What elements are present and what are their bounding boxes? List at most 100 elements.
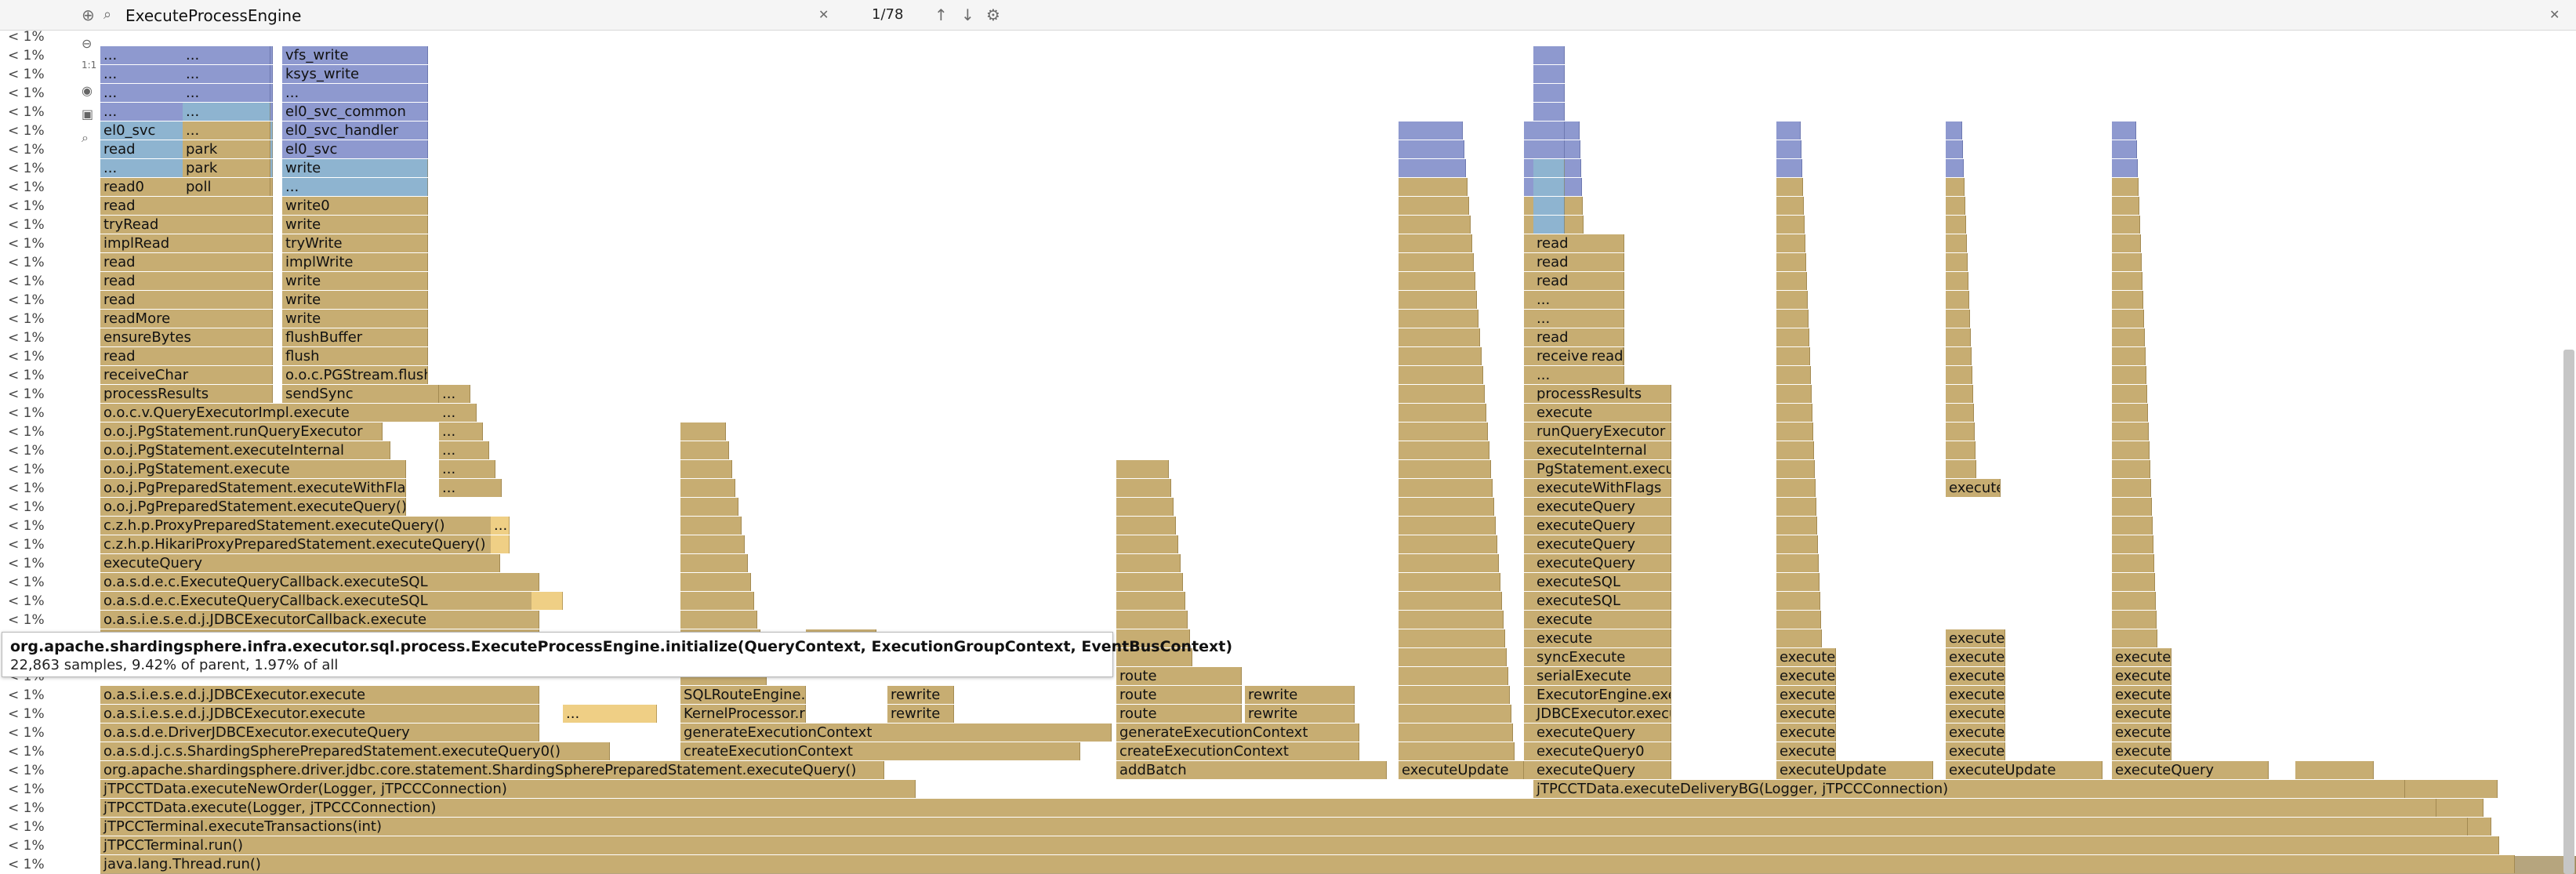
flame-frame[interactable] [1946,310,1970,328]
flame-frame[interactable]: executeUpdate [1776,761,1933,779]
flame-frame[interactable]: vfs_write [282,46,428,64]
flame-frame[interactable]: write [282,216,428,234]
flame-frame[interactable]: el0_svc_handler [282,121,428,140]
flame-frame[interactable]: o.o.j.PgPreparedStatement.executeWithFla… [100,479,406,497]
flame-frame[interactable]: read [1533,253,1624,271]
flame-frame[interactable] [2112,611,2157,629]
flame-frame[interactable] [1776,272,1807,290]
flame-frame[interactable] [1946,253,1968,271]
flame-frame[interactable]: jTPCCTData.executeNewOrder(Logger, jTPCC… [100,780,916,798]
flame-frame[interactable]: ... [439,404,477,422]
flame-frame[interactable]: processResults [1533,385,1671,403]
flame-frame[interactable]: execute [1776,667,1836,685]
flame-frame[interactable]: execute [1946,742,2005,760]
flame-frame[interactable] [1533,46,1565,64]
flame-frame[interactable]: execute [1946,648,2005,666]
flame-frame[interactable]: execute [1776,742,1836,760]
flame-frame[interactable]: write [282,291,428,309]
flame-frame[interactable] [1776,385,1812,403]
zoom-in-icon[interactable]: ⊕ [82,5,95,24]
flame-frame[interactable] [1399,253,1474,271]
flame-frame[interactable] [1399,310,1478,328]
flame-frame[interactable]: ... [183,121,270,140]
flame-frame[interactable] [680,535,745,553]
flame-frame[interactable] [2112,216,2140,234]
flame-frame[interactable] [1533,216,1565,234]
flame-frame[interactable]: read [1533,272,1624,290]
flame-frame[interactable] [2112,291,2143,309]
flame-frame[interactable]: o.o.j.PgStatement.executeInternal [100,441,390,459]
flame-frame[interactable]: read [1533,328,1624,346]
flame-frame[interactable] [1776,366,1811,384]
flame-frame[interactable] [2295,799,2436,817]
flame-frame[interactable]: o.o.j.PgStatement.runQueryExecutor [100,422,383,441]
flame-frame[interactable] [2112,310,2144,328]
flame-frame[interactable] [1399,272,1475,290]
flame-frame[interactable]: sendSync [282,385,439,403]
flame-frame[interactable] [1399,667,1508,685]
flame-frame[interactable] [1399,347,1482,365]
flame-frame[interactable] [1399,629,1505,647]
flame-frame[interactable] [680,573,751,591]
flame-frame[interactable] [1116,611,1188,629]
flame-frame[interactable]: ... [1533,366,1624,384]
flame-frame[interactable]: o.o.c.v.QueryExecutorImpl.execute [100,404,469,422]
flame-frame[interactable]: o.a.s.i.e.s.e.d.j.JDBCExecutor.execute [100,686,539,704]
flame-frame[interactable] [1776,460,1815,478]
flame-frame[interactable] [680,422,726,441]
flame-frame[interactable]: jTPCCTData.executeDeliveryBG(Logger, jTP… [1533,780,2498,798]
flame-frame[interactable]: ... [183,103,270,121]
flame-frame[interactable] [1946,328,1971,346]
flame-frame[interactable] [2295,780,2405,798]
flame-frame[interactable] [1946,216,1966,234]
flame-frame[interactable] [1776,253,1806,271]
flame-frame[interactable] [1946,422,1975,441]
flame-frame[interactable]: execute [1776,705,1836,723]
flame-frame[interactable] [1776,328,1809,346]
flame-frame[interactable]: addBatch [1116,761,1387,779]
flame-frame[interactable]: ... [183,84,270,102]
flame-frame[interactable]: tryWrite [282,234,428,252]
flame-frame[interactable]: o.a.s.i.e.s.e.d.j.JDBCExecutor.execute [100,705,539,723]
flame-frame[interactable] [1946,441,1976,459]
flame-frame[interactable]: execute [2112,723,2171,742]
eye-icon[interactable]: ◉ [82,83,93,98]
next-match-icon[interactable]: ↓ [961,5,974,24]
flame-frame[interactable]: execute [2112,705,2171,723]
flame-frame[interactable]: park [183,140,270,158]
flame-frame[interactable] [2112,385,2147,403]
flame-frame[interactable]: execute [1946,479,2001,497]
flame-frame[interactable]: KernelProcessor.route [680,705,806,723]
flame-frame[interactable]: SQLRouteEngine.route [680,686,806,704]
flame-frame[interactable]: executeQuery [1533,554,1671,572]
flame-frame[interactable] [1399,535,1497,553]
flame-frame[interactable]: org.apache.shardingsphere.driver.jdbc.co… [100,761,884,779]
flame-frame[interactable]: executeUpdate [1399,761,1524,779]
flame-frame[interactable] [1399,291,1477,309]
flame-frame[interactable] [680,441,729,459]
flame-frame[interactable]: ... [439,422,483,441]
flame-frame[interactable]: o.a.s.d.e.c.ExecuteQueryCallback.execute… [100,592,539,610]
flame-frame[interactable] [2112,554,2154,572]
flame-frame[interactable] [1399,498,1494,516]
flame-frame[interactable] [1776,573,1820,591]
settings-icon[interactable]: ⚙ [986,5,1000,24]
flame-frame[interactable]: executeQuery [1533,723,1671,742]
flame-frame[interactable] [1946,140,1963,158]
search-input[interactable] [124,3,833,28]
flame-frame[interactable]: ... [1533,291,1624,309]
flame-frame[interactable] [680,460,732,478]
flame-frame[interactable]: executeQuery [1533,517,1671,535]
flame-frame[interactable]: ... [183,65,270,83]
flame-frame[interactable]: o.a.s.d.e.DriverJDBCExecutor.executeQuer… [100,723,539,742]
flame-frame[interactable] [1116,573,1183,591]
flame-frame[interactable] [2112,140,2137,158]
flame-frame[interactable] [1776,592,1820,610]
flame-frame[interactable] [1776,159,1802,177]
flame-frame[interactable]: read [100,253,273,271]
flame-frame[interactable] [1776,517,1817,535]
flame-frame[interactable] [2112,629,2157,647]
flame-frame[interactable] [2112,422,2149,441]
flame-frame[interactable]: route [1116,686,1242,704]
flame-frame[interactable] [1776,216,1805,234]
